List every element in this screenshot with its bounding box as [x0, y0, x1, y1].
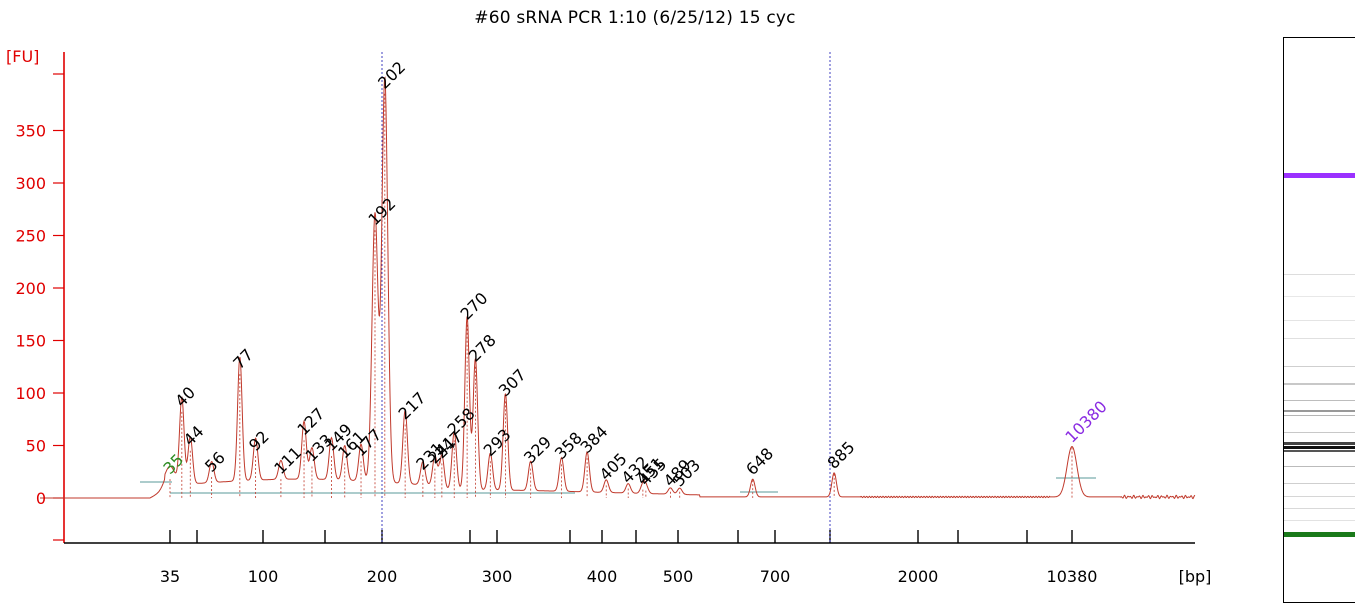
gel-lane — [1283, 37, 1355, 603]
peak-label: 10380 — [1061, 397, 1110, 446]
peak-label: 77 — [229, 345, 257, 373]
gel-band — [1284, 446, 1355, 449]
y-tick-label: 350 — [15, 122, 46, 141]
gel-band — [1284, 366, 1355, 367]
peak-label: 202 — [374, 58, 409, 93]
peak-label: 92 — [245, 427, 273, 455]
gel-band — [1284, 432, 1355, 433]
gel-band — [1284, 508, 1355, 509]
gel-band — [1284, 520, 1355, 521]
gel-band — [1284, 483, 1355, 484]
axes — [53, 52, 1195, 544]
gel-band — [1284, 400, 1355, 401]
upper-marker-band — [1284, 173, 1355, 178]
lower-marker-band — [1284, 532, 1355, 537]
gel-band — [1284, 320, 1355, 321]
peak-label: 278 — [465, 331, 500, 366]
tick-labels: 0 50 100 150 200 250 300 350 [FU] 35 100 200 300 400 5… — [6, 47, 1211, 586]
y-tick-label: 200 — [15, 279, 46, 298]
peak-label: 56 — [201, 448, 229, 476]
gel-band — [1284, 296, 1355, 297]
peak-droplines — [169, 93, 1073, 498]
x-tick-label: 35 — [160, 567, 180, 586]
x-tick-label: 2000 — [898, 567, 939, 586]
x-axis-label: [bp] — [1179, 567, 1212, 586]
peak-label: 270 — [456, 289, 491, 324]
peak-labels: 3540445677921111271331491611771922022172… — [159, 58, 1110, 491]
x-tick-label: 700 — [760, 567, 791, 586]
gel-band — [1284, 442, 1355, 445]
baseline-segments — [140, 477, 1096, 494]
gel-band — [1284, 274, 1355, 275]
peak-label: 40 — [171, 383, 199, 411]
y-tick-label: 100 — [15, 384, 46, 403]
x-tick-label: 10380 — [1047, 567, 1098, 586]
y-tick-label: 0 — [36, 489, 46, 508]
peak-label: 293 — [480, 425, 515, 460]
y-tick-label: 250 — [15, 227, 46, 246]
fluorescence-trace — [40, 76, 1196, 500]
y-tick-label: 50 — [26, 437, 46, 456]
y-tick-label: 150 — [15, 332, 46, 351]
y-tick-label: 300 — [15, 174, 46, 193]
reference-lines — [381, 52, 831, 543]
x-tick-label: 300 — [482, 567, 513, 586]
chart-title: #60 sRNA PCR 1:10 (6/25/12) 15 cyc — [474, 8, 796, 28]
gel-band — [1284, 496, 1355, 497]
peak-label: 648 — [742, 444, 777, 479]
peak-label: 307 — [495, 365, 530, 400]
gel-band — [1284, 410, 1355, 412]
x-tick-label: 200 — [367, 567, 398, 586]
peak-label: 111 — [270, 443, 305, 478]
gel-band — [1284, 415, 1355, 416]
peak-label: 35 — [159, 450, 187, 478]
peak-label: 885 — [823, 438, 858, 473]
gel-band — [1284, 466, 1355, 467]
x-tick-label: 100 — [248, 567, 279, 586]
peak-label: 192 — [364, 194, 399, 229]
x-tick-label: 500 — [663, 567, 694, 586]
gel-band — [1284, 338, 1355, 339]
peak-label: 217 — [395, 388, 430, 423]
y-axis-label: [FU] — [6, 47, 39, 66]
electropherogram: 3540445677921111271331491611771922022172… — [6, 47, 1211, 586]
peak-label: 384 — [576, 422, 611, 457]
gel-band — [1284, 450, 1355, 452]
gel-band — [1284, 383, 1355, 385]
x-tick-label: 400 — [587, 567, 618, 586]
